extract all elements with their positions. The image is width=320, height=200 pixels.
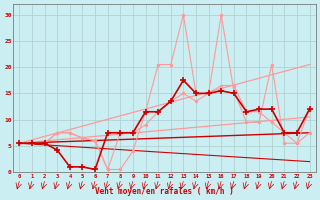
X-axis label: Vent moyen/en rafales ( km/h ): Vent moyen/en rafales ( km/h ) (95, 187, 234, 196)
